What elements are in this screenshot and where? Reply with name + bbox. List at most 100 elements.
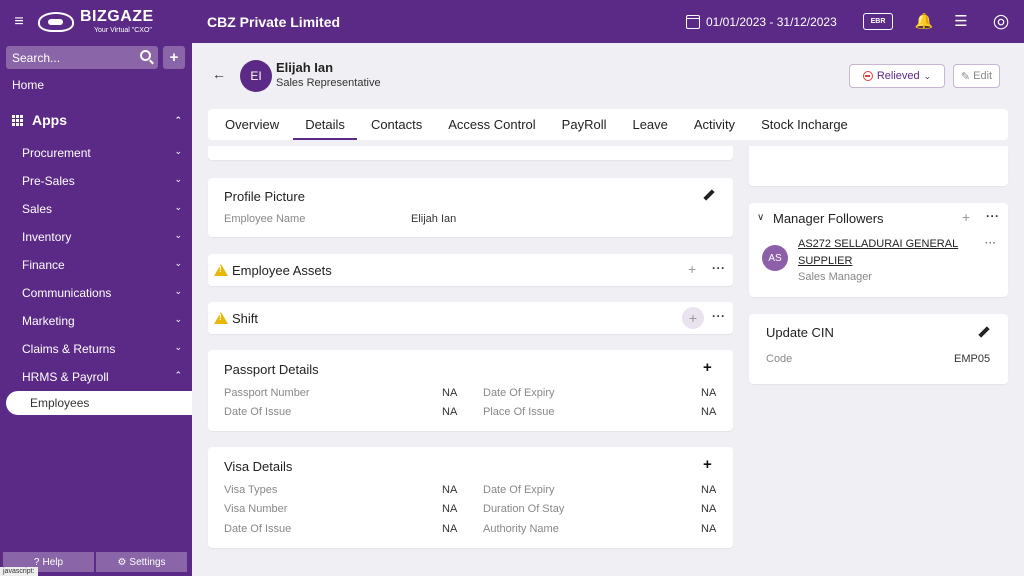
warning-icon bbox=[214, 264, 228, 276]
date-range-picker[interactable]: 01/01/2023 - 31/12/2023 bbox=[686, 0, 837, 43]
date-of-expiry-value: NA bbox=[701, 387, 717, 399]
tab-details[interactable]: Details bbox=[293, 109, 357, 140]
sidebar-item-label: Procurement bbox=[22, 146, 91, 160]
logo[interactable]: BIZGAZE Your Virtual "CXO" bbox=[38, 9, 193, 34]
date-of-expiry-value: NA bbox=[701, 484, 717, 496]
ebr-button[interactable]: EBR bbox=[863, 13, 893, 30]
add-icon[interactable]: + bbox=[703, 359, 712, 376]
more-options-icon[interactable]: ··· bbox=[986, 209, 1000, 223]
tab-bar: Overview Details Contacts Access Control… bbox=[208, 109, 1008, 140]
add-follower-icon[interactable]: + bbox=[962, 209, 971, 225]
duration-of-stay-label: Duration Of Stay bbox=[483, 503, 565, 515]
date-range-text: 01/01/2023 - 31/12/2023 bbox=[706, 14, 837, 29]
visa-number-label: Visa Number bbox=[224, 503, 288, 515]
tab-stock-incharge[interactable]: Stock Incharge bbox=[761, 117, 848, 132]
employee-role: Sales Representative bbox=[276, 77, 381, 89]
visa-types-value: NA bbox=[442, 484, 458, 496]
hamburger-menu-icon[interactable]: ≡ bbox=[14, 12, 24, 30]
previous-right-card bbox=[749, 146, 1008, 186]
follower-name-link[interactable]: AS272 SELLADURAI GENERAL SUPPLIER bbox=[798, 238, 959, 267]
date-of-issue-value: NA bbox=[442, 406, 458, 418]
manager-followers-card: ∨ Manager Followers + ··· ··· bbox=[749, 203, 1008, 297]
employee-name-label: Employee Name bbox=[224, 213, 306, 225]
sidebar-item-pre-sales[interactable]: Pre-Sales ⌄ bbox=[22, 174, 182, 188]
tab-overview[interactable]: Overview bbox=[225, 117, 280, 132]
edit-label: Edit bbox=[973, 70, 993, 82]
tab-access-control[interactable]: Access Control bbox=[448, 117, 536, 132]
help-label: Help bbox=[42, 556, 64, 568]
authority-name-value: NA bbox=[701, 523, 717, 535]
chevron-down-icon: ⌄ bbox=[174, 286, 182, 296]
update-cin-card: Update CIN Code EMP05 bbox=[749, 314, 1008, 384]
logo-mask-icon bbox=[38, 11, 74, 32]
tab-payroll[interactable]: PayRoll bbox=[561, 117, 607, 132]
chevron-down-icon: ⌄ bbox=[174, 202, 182, 212]
sidebar-item-label: HRMS & Payroll bbox=[22, 370, 109, 384]
pencil-edit-icon[interactable] bbox=[978, 327, 990, 339]
settings-label: Settings bbox=[129, 556, 166, 568]
chevron-down-icon: ⌄ bbox=[923, 70, 932, 81]
more-options-icon[interactable]: ··· bbox=[712, 261, 726, 275]
follower-role: Sales Manager bbox=[798, 271, 872, 283]
sidebar-item-hrms-payroll[interactable]: HRMS & Payroll ⌃ bbox=[22, 370, 182, 384]
card-title: Shift bbox=[232, 311, 259, 326]
add-icon[interactable]: + bbox=[682, 307, 704, 329]
date-of-issue-label: Date Of Issue bbox=[224, 406, 292, 418]
tab-leave[interactable]: Leave bbox=[632, 117, 668, 132]
tab-activity[interactable]: Activity bbox=[693, 117, 736, 132]
sidebar-item-label: Finance bbox=[22, 258, 65, 272]
previous-card bbox=[208, 146, 733, 160]
pencil-edit-icon[interactable] bbox=[703, 190, 715, 202]
passport-number-label: Passport Number bbox=[224, 387, 310, 399]
date-of-issue-label: Date Of Issue bbox=[224, 523, 292, 535]
sidebar-item-communications[interactable]: Communications ⌄ bbox=[22, 286, 182, 300]
search-icon[interactable] bbox=[140, 50, 151, 61]
company-name[interactable]: CBZ Private Limited bbox=[207, 13, 341, 30]
sidebar-item-label: Pre-Sales bbox=[22, 174, 75, 188]
search-placeholder: Search... bbox=[12, 50, 61, 65]
card-title: Manager Followers bbox=[773, 211, 884, 226]
chevron-up-icon: ⌃ bbox=[174, 114, 182, 125]
sidebar-apps-header[interactable]: Apps ⌃ bbox=[12, 112, 182, 128]
add-icon[interactable]: + bbox=[703, 456, 712, 473]
place-of-issue-value: NA bbox=[701, 406, 717, 418]
apps-label: Apps bbox=[32, 112, 67, 128]
card-title: Passport Details bbox=[224, 362, 319, 377]
sidebar-item-marketing[interactable]: Marketing ⌄ bbox=[22, 314, 182, 328]
sidebar-item-procurement[interactable]: Procurement ⌄ bbox=[22, 146, 182, 160]
sidebar-item-label: Claims & Returns bbox=[22, 342, 116, 356]
follower-avatar: AS bbox=[762, 245, 788, 271]
sidebar-item-label: Sales bbox=[22, 202, 53, 216]
sidebar-item-claims-returns[interactable]: Claims & Returns ⌄ bbox=[22, 342, 182, 356]
user-profile-icon[interactable]: ◎ bbox=[992, 10, 1010, 32]
sidebar-item-employees[interactable]: Employees bbox=[6, 391, 192, 415]
sidebar-search-input[interactable]: Search... bbox=[6, 46, 158, 69]
sidebar-item-inventory[interactable]: Inventory ⌄ bbox=[22, 230, 182, 244]
duration-of-stay-value: NA bbox=[701, 503, 717, 515]
follower-more-icon[interactable]: ··· bbox=[985, 238, 997, 249]
date-of-expiry-label: Date Of Expiry bbox=[483, 484, 555, 496]
sidebar-item-sales[interactable]: Sales ⌄ bbox=[22, 202, 182, 216]
settings-button[interactable]: ⚙ Settings bbox=[96, 552, 187, 572]
card-title: Visa Details bbox=[224, 459, 293, 474]
pencil-icon: ✎ bbox=[960, 70, 971, 83]
authority-name-label: Authority Name bbox=[483, 523, 559, 535]
calendar-icon bbox=[686, 14, 700, 29]
sidebar-add-button[interactable]: + bbox=[163, 46, 185, 69]
bell-icon[interactable]: 🔔 bbox=[914, 13, 934, 30]
chevron-down-icon: ⌄ bbox=[174, 258, 182, 268]
back-arrow-icon[interactable]: ← bbox=[212, 66, 226, 82]
sidebar-item-home[interactable]: Home bbox=[12, 78, 45, 92]
list-icon[interactable]: ☰ bbox=[954, 13, 968, 30]
collapse-chevron-icon[interactable]: ∨ bbox=[757, 212, 765, 223]
tab-contacts[interactable]: Contacts bbox=[370, 117, 423, 132]
chevron-down-icon: ⌄ bbox=[174, 230, 182, 240]
add-icon[interactable]: + bbox=[688, 261, 697, 277]
edit-button[interactable]: ✎ Edit bbox=[953, 64, 1000, 88]
status-dropdown-button[interactable]: Relieved ⌄ bbox=[849, 64, 945, 88]
sidebar-item-finance[interactable]: Finance ⌄ bbox=[22, 258, 182, 272]
passport-details-card: Passport Details + Passport Number NA Da… bbox=[208, 350, 733, 431]
more-options-icon[interactable]: ··· bbox=[712, 309, 726, 323]
date-of-expiry-label: Date Of Expiry bbox=[483, 387, 555, 399]
apps-grid-icon bbox=[12, 114, 23, 126]
